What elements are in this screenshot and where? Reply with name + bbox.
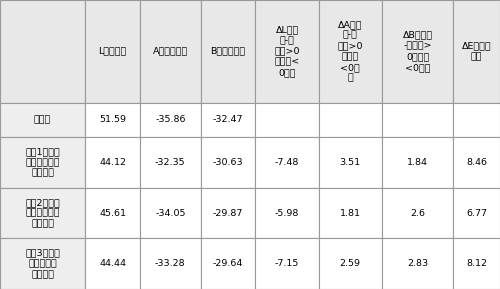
Text: 51.59: 51.59 [99,115,126,125]
Bar [318,103,382,137]
Bar [318,238,382,289]
Bar [256,0,318,103]
Text: ΔB（样品
-标样）>
0偏黄，
<0偏绿: ΔB（样品 -标样）> 0偏黄， <0偏绿 [402,31,432,72]
Bar [200,238,256,289]
Bar [140,0,200,103]
Bar [454,103,500,137]
Bar [85,0,140,103]
Bar [200,188,256,238]
Bar [140,238,200,289]
Bar [256,103,318,137]
Text: 44.12: 44.12 [99,158,126,167]
Bar [0,0,85,103]
Bar [0,238,85,289]
Bar [0,103,85,137]
Bar [454,188,500,238]
Text: ΔA（样
品-标
样）>0
偏红，
<0偏
绿: ΔA（样 品-标 样）>0 偏红， <0偏 绿 [338,20,363,83]
Text: 标准样: 标准样 [34,115,51,125]
Text: 3.51: 3.51 [340,158,361,167]
Bar [140,137,200,188]
Text: -34.05: -34.05 [155,209,186,218]
Text: A（红、绿）: A（红、绿） [152,47,188,56]
Text: -29.87: -29.87 [213,209,243,218]
Text: 6.77: 6.77 [466,209,487,218]
Text: 1.84: 1.84 [407,158,428,167]
Text: -32.35: -32.35 [155,158,186,167]
Text: 8.46: 8.46 [466,158,487,167]
Text: 2.59: 2.59 [340,259,361,268]
Bar [0,188,85,238]
Text: -5.98: -5.98 [275,209,299,218]
Text: -35.86: -35.86 [155,115,186,125]
Text: 8.12: 8.12 [466,259,487,268]
Bar [382,238,454,289]
Bar [256,238,318,289]
Bar [85,103,140,137]
Bar [382,103,454,137]
Bar [382,137,454,188]
Text: -7.15: -7.15 [275,259,299,268]
Bar [85,188,140,238]
Bar [200,137,256,188]
Text: 44.44: 44.44 [99,259,126,268]
Text: -30.63: -30.63 [212,158,244,167]
Bar [318,188,382,238]
Bar [454,238,500,289]
Text: L（深度）: L（深度） [98,47,127,56]
Bar [256,188,318,238]
Bar [382,0,454,103]
Text: -32.47: -32.47 [213,115,244,125]
Bar [200,0,256,103]
Text: 1.81: 1.81 [340,209,361,218]
Bar [0,137,85,188]
Bar [382,188,454,238]
Text: 45.61: 45.61 [99,209,126,218]
Bar [85,238,140,289]
Text: 样品1（先加
高分子，后加
小分子）: 样品1（先加 高分子，后加 小分子） [25,147,60,178]
Bar [256,137,318,188]
Text: -7.48: -7.48 [275,158,299,167]
Bar [454,137,500,188]
Text: ΔE（色差
值）: ΔE（色差 值） [462,41,492,61]
Text: ΔL（样
品-标
样）>0
偏浅，<
0偏深: ΔL（样 品-标 样）>0 偏浅，< 0偏深 [274,25,300,77]
Text: -33.28: -33.28 [155,259,186,268]
Bar [85,137,140,188]
Bar [454,0,500,103]
Text: 2.83: 2.83 [407,259,428,268]
Bar [200,103,256,137]
Bar [318,137,382,188]
Bar [140,188,200,238]
Bar [318,0,382,103]
Text: 样品3（小分
子和高分子
一起加）: 样品3（小分 子和高分子 一起加） [25,249,60,279]
Text: B（黄、兰）: B（黄、兰） [210,47,246,56]
Text: 样品2（先加
小分子，后加
高分子）: 样品2（先加 小分子，后加 高分子） [25,198,60,228]
Bar [140,103,200,137]
Text: 2.6: 2.6 [410,209,425,218]
Text: -29.64: -29.64 [213,259,243,268]
